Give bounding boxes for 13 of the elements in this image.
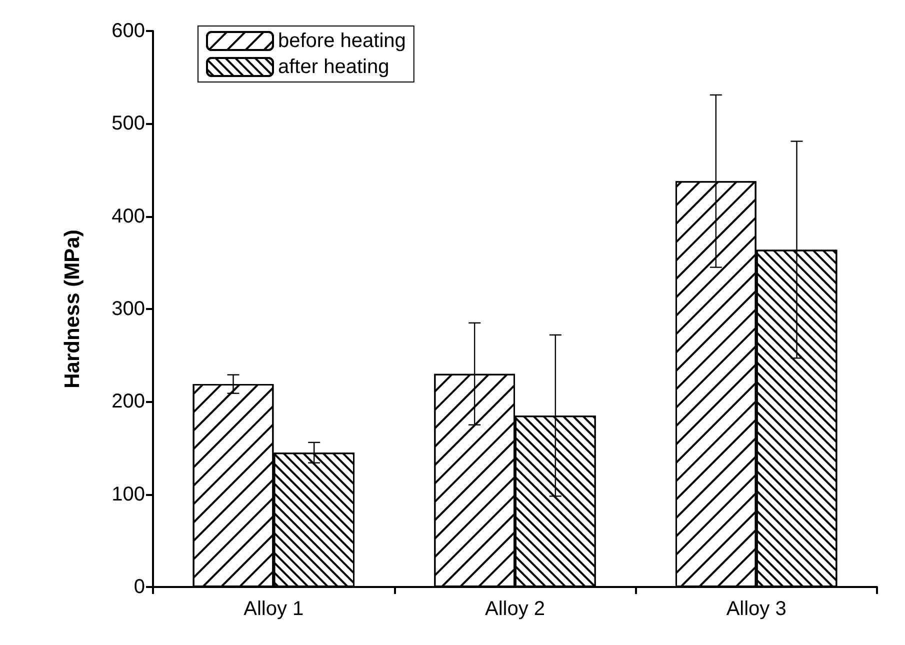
y-tick-label: 600	[112, 20, 145, 42]
legend-label: after heating	[278, 56, 390, 78]
y-tick-label: 500	[112, 112, 145, 135]
y-tick-label: 200	[112, 390, 145, 413]
y-tick-label: 0	[134, 576, 145, 598]
y-axis-title: Hardness (MPa)	[61, 230, 84, 388]
x-tick-label: Alloy 1	[244, 598, 304, 620]
y-tick-label: 300	[112, 298, 145, 320]
legend-label: before heating	[278, 30, 406, 52]
x-tick-label: Alloy 3	[726, 598, 786, 620]
x-tick-label: Alloy 2	[484, 598, 546, 620]
y-tick-label: 100	[112, 483, 145, 506]
y-tick-label: 400	[112, 205, 145, 228]
